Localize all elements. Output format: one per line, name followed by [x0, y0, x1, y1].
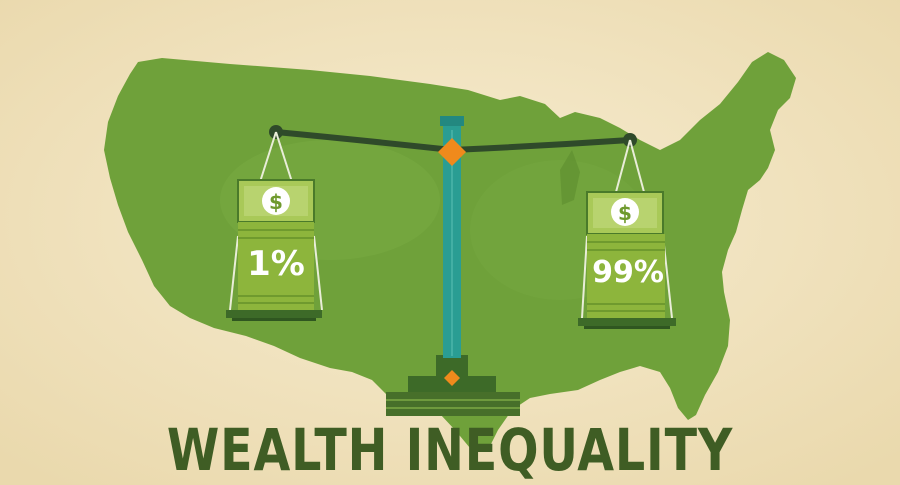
page-title: WEALTH INEQUALITY: [166, 416, 734, 484]
pillar-cap: [440, 116, 464, 126]
pivot-diamond-icon: [438, 138, 466, 166]
scale-base-top: [436, 355, 468, 377]
left-pan: [226, 310, 322, 318]
left-string-lower: [313, 235, 323, 311]
left-string: [259, 131, 277, 183]
right-string-lower: [581, 235, 588, 319]
right-string: [615, 139, 631, 193]
base-diamond-icon: [444, 370, 460, 386]
svg-text:$: $: [618, 201, 632, 225]
left-string-lower: [229, 235, 239, 311]
svg-text:$: $: [269, 190, 283, 214]
left-percent-label: 1%: [247, 244, 305, 284]
right-pan: [578, 318, 676, 326]
lakes: [560, 150, 580, 205]
right-percent-label: 99%: [592, 255, 664, 290]
left-pan-shadow: [232, 318, 316, 321]
right-pan-shadow: [584, 326, 670, 329]
dollar-icon: [262, 187, 290, 215]
scale-base-bottom: [386, 392, 520, 416]
right-string: [629, 139, 645, 193]
left-string: [275, 131, 293, 183]
dollar-icon: [611, 198, 639, 226]
